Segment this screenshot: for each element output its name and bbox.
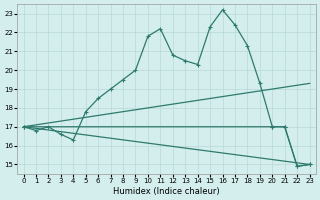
X-axis label: Humidex (Indice chaleur): Humidex (Indice chaleur) (113, 187, 220, 196)
